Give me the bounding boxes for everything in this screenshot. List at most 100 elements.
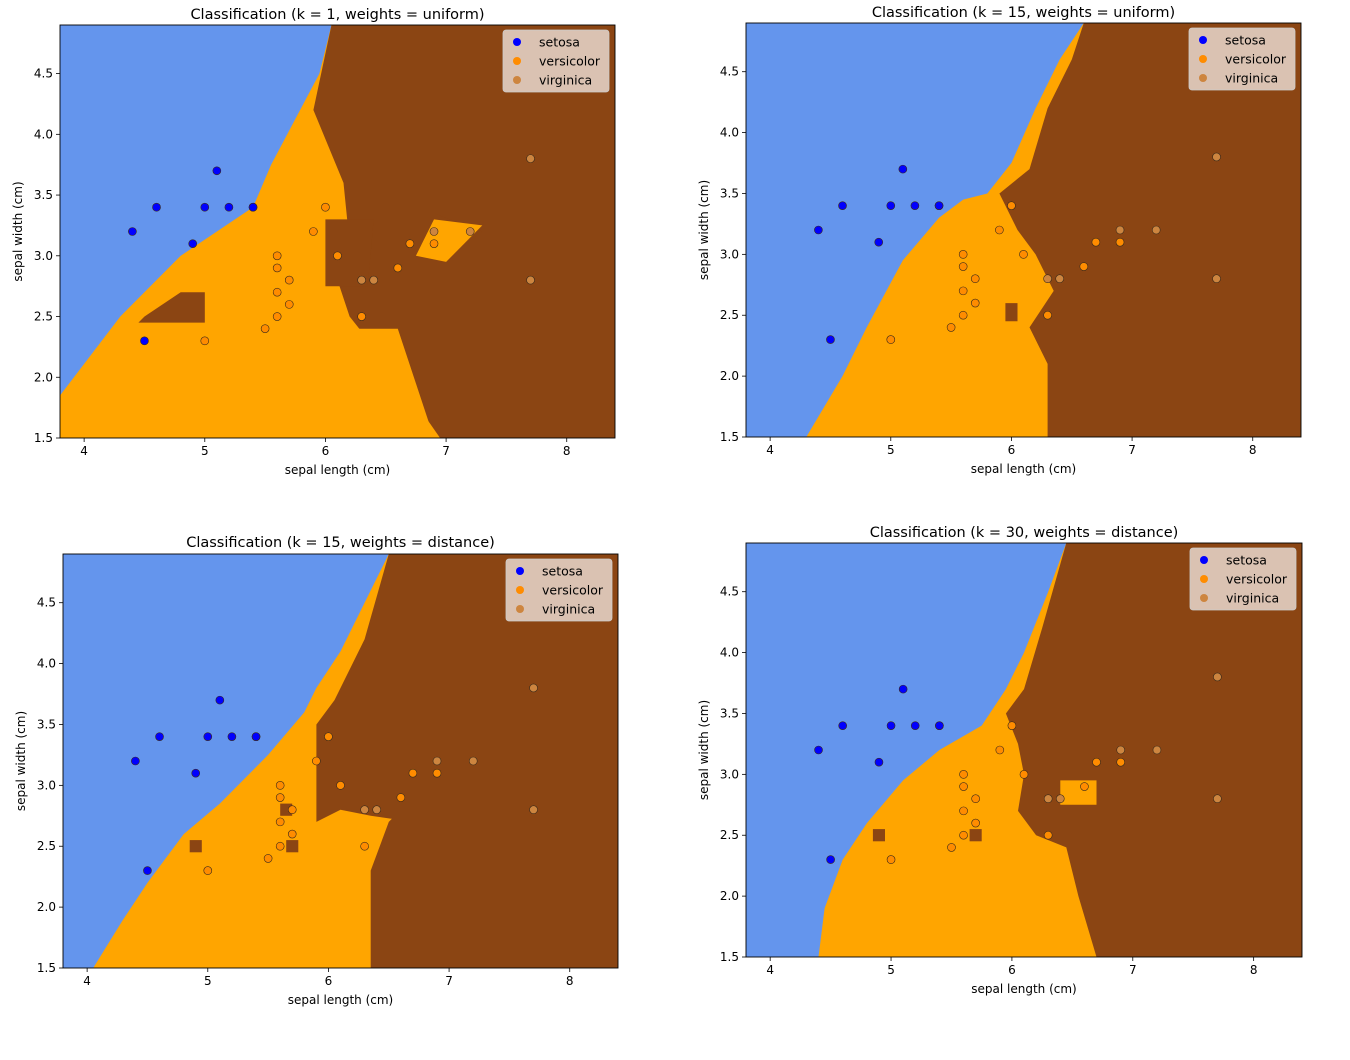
legend-marker-virginica	[1200, 594, 1208, 602]
y-tick-label: 3.0	[34, 249, 53, 263]
data-point-setosa	[814, 745, 823, 755]
data-point-versicolor	[321, 202, 330, 212]
data-point-versicolor	[287, 829, 297, 839]
data-point-setosa	[886, 201, 896, 210]
legend-label-versicolor: versicolor	[1225, 52, 1287, 67]
x-tick-label: 4	[83, 974, 91, 988]
y-axis-label: sepal width (cm)	[697, 700, 711, 800]
data-point-virginica	[468, 756, 478, 766]
x-tick-label: 6	[325, 974, 333, 988]
y-tick-label: 1.5	[720, 430, 739, 444]
legend-marker-setosa	[1200, 556, 1208, 564]
data-point-versicolor	[284, 275, 294, 285]
data-point-setosa	[215, 695, 225, 705]
data-point-virginica	[1043, 274, 1052, 284]
data-point-versicolor	[971, 794, 980, 804]
data-point-virginica	[1055, 794, 1065, 804]
legend-label-setosa: setosa	[1226, 553, 1267, 568]
region-virginica-island	[969, 829, 982, 842]
data-point-setosa	[188, 239, 198, 248]
data-point-setosa	[248, 202, 258, 212]
data-point-versicolor	[275, 793, 285, 802]
legend-box	[502, 29, 610, 93]
region-virginica-island	[189, 840, 202, 853]
data-point-setosa	[140, 336, 149, 346]
region-virginica	[999, 23, 1301, 437]
data-point-versicolor	[1043, 830, 1053, 840]
data-point-setosa	[128, 227, 137, 236]
data-point-setosa	[200, 202, 210, 212]
region-versicolor-island	[337, 328, 434, 438]
data-point-virginica	[1213, 794, 1222, 804]
region-virginica-island	[1005, 303, 1018, 322]
data-point-versicolor	[284, 300, 294, 309]
data-point-versicolor	[970, 298, 980, 308]
data-point-versicolor	[272, 263, 282, 273]
plot-area	[63, 554, 618, 968]
data-point-versicolor	[272, 287, 282, 297]
y-axis-label: sepal width (cm)	[11, 181, 25, 281]
y-tick-label: 3.5	[37, 717, 56, 731]
data-point-versicolor	[200, 336, 210, 346]
y-axis-label: sepal width (cm)	[697, 180, 711, 280]
data-point-setosa	[191, 768, 201, 778]
data-point-versicolor	[1092, 757, 1101, 767]
region-virginica-island	[325, 219, 374, 287]
data-point-setosa	[212, 166, 222, 176]
data-point-setosa	[227, 732, 237, 741]
data-point-versicolor	[408, 768, 418, 778]
legend-label-virginica: virginica	[542, 602, 595, 617]
y-tick-label: 1.5	[34, 431, 53, 445]
y-tick-label: 3.0	[720, 767, 739, 781]
y-tick-label: 2.0	[720, 369, 739, 383]
data-point-setosa	[143, 866, 152, 875]
data-point-versicolor	[393, 263, 403, 273]
legend-marker-versicolor	[1199, 55, 1207, 63]
data-point-setosa	[838, 721, 847, 730]
data-point-versicolor	[1116, 757, 1125, 767]
x-tick-label: 8	[1249, 443, 1257, 457]
data-point-versicolor	[959, 830, 968, 840]
data-point-versicolor	[970, 274, 980, 284]
y-tick-label: 2.5	[37, 839, 56, 853]
y-tick-label: 2.5	[34, 310, 53, 324]
legend-marker-setosa	[516, 567, 524, 575]
data-point-virginica	[465, 227, 475, 236]
data-point-setosa	[826, 855, 835, 864]
x-axis-label: sepal length (cm)	[285, 463, 390, 477]
region-virginica-island	[286, 840, 299, 853]
data-point-setosa	[152, 202, 161, 212]
region-setosa	[746, 543, 1067, 957]
legend-label-setosa: setosa	[542, 564, 583, 579]
legend-label-versicolor: versicolor	[1226, 572, 1288, 587]
data-point-virginica	[1212, 152, 1221, 162]
data-point-setosa	[934, 201, 944, 210]
data-point-setosa	[203, 732, 213, 741]
data-point-versicolor	[1019, 770, 1029, 779]
y-tick-label: 4.5	[34, 67, 53, 81]
chart-title: Classification (k = 15, weights = distan…	[186, 535, 495, 551]
data-point-versicolor	[958, 262, 968, 271]
data-point-versicolor	[947, 843, 956, 852]
y-tick-label: 2.5	[720, 828, 739, 842]
x-tick-label: 5	[204, 974, 212, 988]
legend-marker-versicolor	[516, 586, 524, 594]
data-point-versicolor	[309, 227, 318, 236]
data-point-versicolor	[312, 756, 321, 766]
data-point-versicolor	[959, 770, 968, 779]
data-point-setosa	[874, 237, 884, 247]
y-tick-label: 1.5	[720, 950, 739, 964]
data-point-versicolor	[1007, 721, 1017, 730]
legend-label-setosa: setosa	[539, 35, 580, 50]
data-point-setosa	[814, 225, 823, 235]
data-point-versicolor	[959, 782, 968, 791]
y-tick-label: 3.5	[720, 186, 739, 200]
x-tick-label: 5	[887, 963, 895, 977]
data-point-virginica	[529, 683, 538, 693]
data-point-setosa	[910, 721, 920, 730]
y-tick-label: 2.0	[34, 370, 53, 384]
data-point-versicolor	[203, 866, 213, 875]
legend-marker-setosa	[513, 38, 521, 46]
data-point-versicolor	[886, 335, 896, 344]
data-point-versicolor	[958, 310, 968, 320]
